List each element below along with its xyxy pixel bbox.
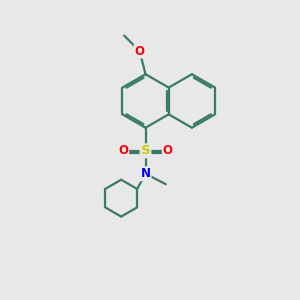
Text: O: O [163,144,173,158]
Text: O: O [118,144,128,158]
Text: N: N [140,167,151,180]
Text: O: O [135,44,145,58]
Text: S: S [141,144,150,158]
